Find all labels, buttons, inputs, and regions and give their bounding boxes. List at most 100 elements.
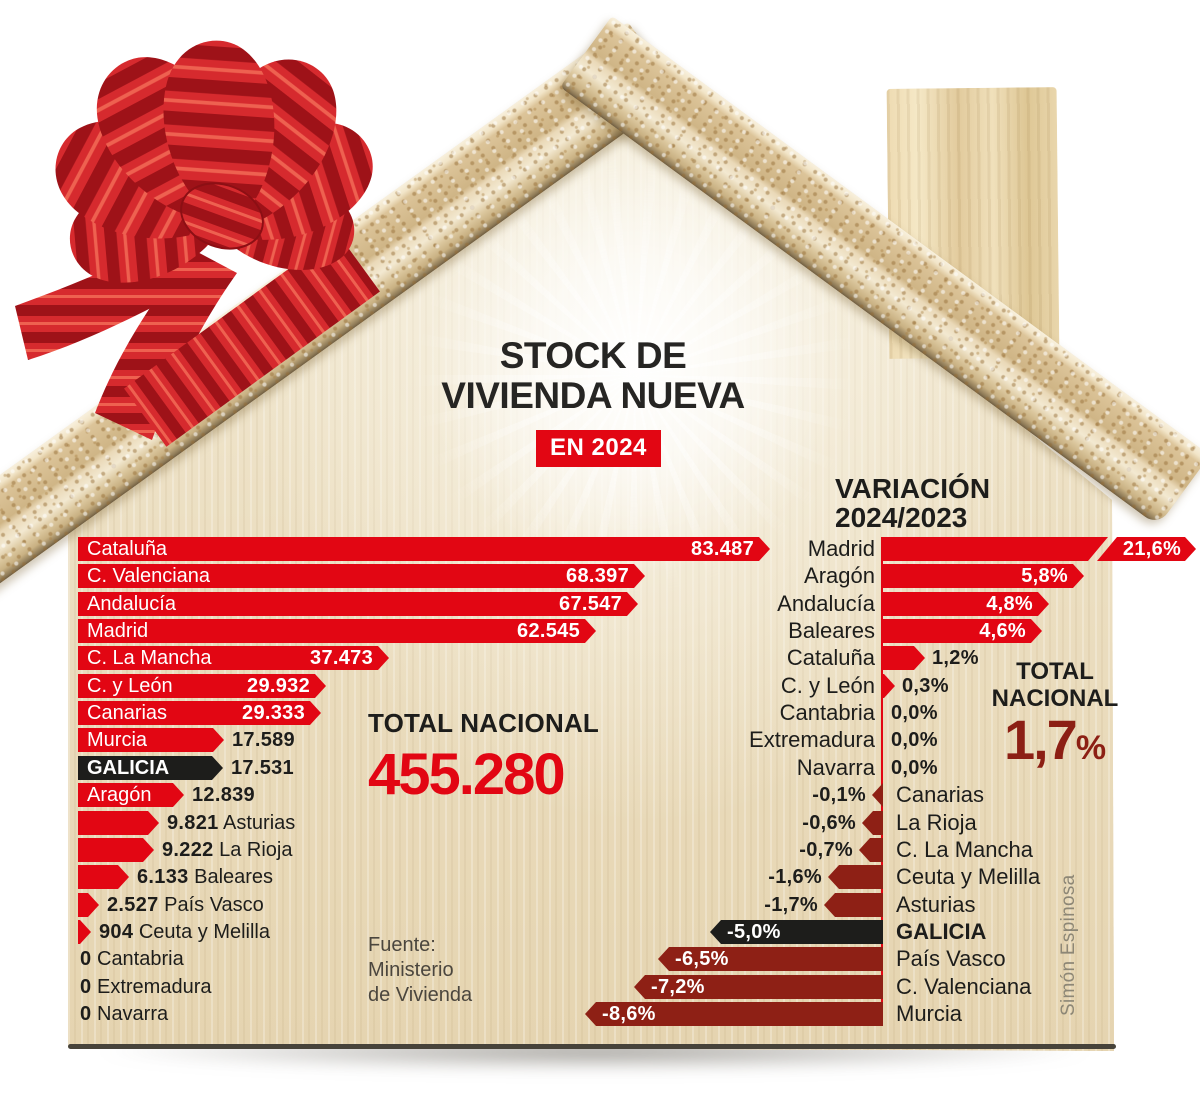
year-badge: EN 2024 bbox=[536, 430, 661, 467]
bar-C. y León bbox=[883, 674, 895, 698]
page-title-line1: STOCK DE bbox=[499, 335, 687, 376]
bar-value: 0,0% bbox=[891, 757, 938, 779]
bar-Madrid-overflow: 21,6% bbox=[1097, 537, 1196, 561]
bar-value: -1,7% bbox=[764, 894, 818, 916]
bar-value: 12.839 bbox=[192, 784, 255, 806]
bar-value: 4,6% bbox=[979, 620, 1026, 642]
bar-value-label: 0 Extremadura bbox=[80, 976, 212, 998]
bar-GALICIA: -5,0% bbox=[710, 920, 883, 944]
bar-label: País Vasco bbox=[896, 946, 1006, 971]
bar-label: C. y León bbox=[87, 675, 173, 697]
bar-value: 17.589 bbox=[232, 729, 295, 751]
bar-Murcia: Murcia bbox=[78, 728, 224, 752]
bar-Madrid: Madrid 62.545 bbox=[78, 619, 596, 643]
bar-label: C. Valenciana bbox=[87, 565, 211, 587]
bar-GALICIA: GALICIA bbox=[78, 756, 223, 780]
bar-value: -0,7% bbox=[799, 839, 853, 861]
bar-value: -6,5% bbox=[675, 948, 729, 970]
bar-label: Canarias bbox=[896, 782, 985, 807]
bar-value-label: 904 Ceuta y Melilla bbox=[99, 921, 270, 943]
bar-label: Ceuta y Melilla bbox=[896, 864, 1041, 889]
bar-label: Madrid bbox=[87, 620, 149, 642]
bar-label: C. La Mancha bbox=[87, 647, 212, 669]
bar-Aragón: Aragón bbox=[78, 783, 184, 807]
bar-value: 37.473 bbox=[310, 647, 373, 669]
bar-La Rioja bbox=[862, 811, 883, 835]
bar-value: -1,6% bbox=[768, 866, 822, 888]
bar-value-label: 0 Navarra bbox=[80, 1003, 169, 1025]
bar-Aragón: 5,8% bbox=[883, 564, 1084, 588]
bar-Madrid bbox=[883, 537, 1108, 561]
bar-C. La Mancha bbox=[859, 838, 883, 862]
bar-Cataluña bbox=[883, 646, 925, 670]
bar-label: C. Valenciana bbox=[896, 974, 1032, 999]
page-title: STOCK DE VIVIENDA NUEVA bbox=[370, 336, 816, 416]
bar-value: 4,8% bbox=[986, 593, 1033, 615]
bar-value-label: 0 Cantabria bbox=[80, 948, 184, 970]
bar-Canarias bbox=[872, 783, 883, 807]
bar-Baleares bbox=[78, 865, 129, 889]
bar-label: Baleares bbox=[788, 618, 875, 643]
bar-value: 0,0% bbox=[891, 729, 938, 751]
bar-C. La Mancha: C. La Mancha 37.473 bbox=[78, 646, 389, 670]
bar-value: -0,1% bbox=[812, 784, 866, 806]
bar-value: 1,2% bbox=[932, 647, 979, 669]
bar-Asturias bbox=[78, 811, 159, 835]
bar-value: 21,6% bbox=[1122, 538, 1182, 560]
source-line3: de Vivienda bbox=[368, 984, 473, 1006]
bar-Andalucía: 4,8% bbox=[883, 592, 1049, 616]
stock-bar-chart: Cataluña 83.487 C. Valenciana 68.397 Andaluc… bbox=[0, 537, 1200, 1057]
bar-label: C. La Mancha bbox=[896, 837, 1033, 862]
bar-value-label: 6.133 Baleares bbox=[137, 866, 274, 888]
bar-value: 5,8% bbox=[1021, 565, 1068, 587]
bar-C. Valenciana: C. Valenciana 68.397 bbox=[78, 564, 645, 588]
total-nacional-stock: TOTAL NACIONAL 455.280 bbox=[368, 708, 599, 808]
house-base-edge bbox=[68, 1044, 1116, 1049]
bar-value: 29.932 bbox=[247, 675, 310, 697]
bar-País Vasco: -6,5% bbox=[658, 947, 883, 971]
source-note: Fuente: Ministerio de Vivienda bbox=[368, 933, 472, 1008]
bar-label: Asturias bbox=[896, 892, 976, 917]
total-nacional-stock-value: 455.280 bbox=[368, 742, 566, 807]
bar-value: 17.531 bbox=[231, 757, 294, 779]
bar-Murcia: -8,6% bbox=[585, 1002, 883, 1026]
bar-Cataluña: Cataluña 83.487 bbox=[78, 537, 770, 561]
bar-label: Madrid bbox=[807, 536, 875, 561]
total-nacional-variacion-label: TOTAL NACIONAL bbox=[991, 658, 1119, 712]
bar-value: -0,6% bbox=[802, 812, 856, 834]
bar-Andalucía: Andalucía 67.547 bbox=[78, 592, 638, 616]
bar-Baleares: 4,6% bbox=[883, 619, 1042, 643]
bar-value-label: 9.821 Asturias bbox=[167, 812, 296, 834]
bar-value-label: 9.222 La Rioja bbox=[162, 839, 293, 861]
bar-label: Cantabria bbox=[779, 700, 875, 725]
bar-La Rioja bbox=[78, 838, 154, 862]
bar-Ceuta y Melilla bbox=[828, 865, 883, 889]
bar-label: GALICIA bbox=[87, 757, 170, 779]
bar-label: Aragón bbox=[87, 784, 152, 806]
bar-value: 0,3% bbox=[902, 675, 949, 697]
bar-C. Valenciana: -7,2% bbox=[634, 975, 883, 999]
bar-label: Cataluña bbox=[786, 645, 875, 670]
bar-label: Extremadura bbox=[749, 727, 875, 752]
bar-value: -5,0% bbox=[727, 921, 781, 943]
variation-title-line1: VARIACIÓN bbox=[835, 473, 991, 504]
variation-title-line2: 2024/2023 bbox=[835, 502, 968, 533]
bar-C. y León: C. y León 29.932 bbox=[78, 674, 326, 698]
bar-value: -8,6% bbox=[602, 1003, 656, 1025]
gift-bow-icon bbox=[15, 40, 380, 447]
bar-label: C. y León bbox=[780, 673, 875, 698]
bar-label: La Rioja bbox=[896, 810, 977, 835]
variation-zero-axis bbox=[881, 537, 883, 1023]
bar-Canarias: Canarias 29.333 bbox=[78, 701, 321, 725]
bar-value: 67.547 bbox=[559, 593, 622, 615]
bar-value: 83.487 bbox=[691, 538, 754, 560]
bar-value: 62.545 bbox=[517, 620, 580, 642]
page-title-line2: VIVIENDA NUEVA bbox=[441, 375, 745, 416]
source-line2: Ministerio bbox=[368, 959, 454, 981]
bar-value: -7,2% bbox=[651, 976, 705, 998]
total-nacional-variacion-value: 1,7% bbox=[1003, 708, 1107, 771]
variation-bar-chart: Madrid 21,6% Aragón 5,8% Andalucía 4,8% Balear… bbox=[0, 537, 1200, 1057]
source-line1: Fuente: bbox=[368, 934, 436, 956]
bar-label: Murcia bbox=[896, 1001, 963, 1026]
bar-label: Andalucía bbox=[87, 593, 176, 615]
